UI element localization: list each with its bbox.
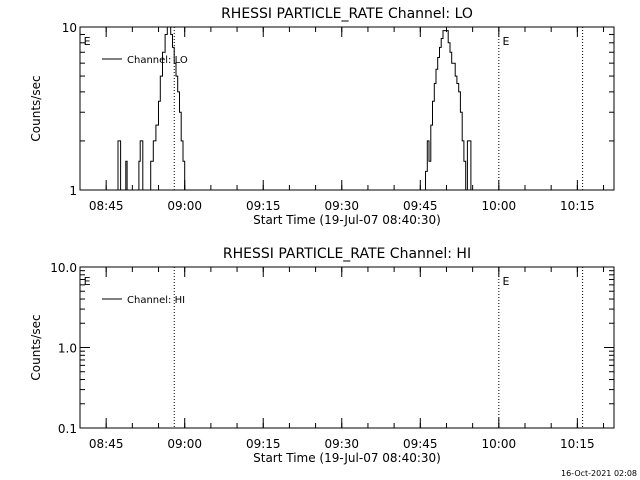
x-tick-label: 09:45 [403, 437, 438, 451]
x-tick-label: 08:45 [89, 437, 124, 451]
y-axis-label: Counts/sec [29, 314, 43, 380]
panel-1: RHESSI PARTICLE_RATE Channel: LO 1 10 08:45… [29, 6, 615, 227]
eclipse-flag: E [84, 275, 91, 288]
y-tick-label: 1.0 [58, 342, 77, 356]
legend-label: Channel: LO [127, 55, 188, 66]
x-axis-label: Start Time (19-Jul-07 08:40:30) [253, 451, 441, 465]
legend-label: Channel: HI [127, 295, 185, 306]
x-tick-label: 09:15 [246, 199, 281, 213]
plot-frame [79, 266, 615, 429]
eclipse-flag: E [502, 275, 509, 288]
x-tick-label: 10:15 [560, 199, 595, 213]
y-tick-label: 10 [62, 21, 77, 35]
eclipse-flag: E [84, 35, 91, 48]
y-tick-label: 10.0 [50, 261, 77, 275]
plot-frame [79, 26, 615, 191]
x-tick-label: 08:45 [89, 199, 124, 213]
y-tick-label: 1 [69, 184, 77, 198]
x-tick-label: 09:30 [324, 437, 359, 451]
x-tick-label: 09:00 [167, 437, 202, 451]
panel-2: RHESSI PARTICLE_RATE Channel: HI 0.1 1.0 10… [29, 246, 615, 465]
eclipse-flag: E [502, 35, 509, 48]
x-tick-label: 09:00 [167, 199, 202, 213]
series-line [111, 26, 489, 191]
plot-timestamp: 16-Oct-2021 02:08 [561, 469, 637, 478]
y-axis-label: Counts/sec [29, 75, 43, 141]
y-tick-label: 0.1 [58, 422, 77, 436]
chart-title: RHESSI PARTICLE_RATE Channel: HI [223, 246, 471, 262]
x-tick-label: 09:45 [403, 199, 438, 213]
x-tick-label: 09:30 [324, 199, 359, 213]
chart-title: RHESSI PARTICLE_RATE Channel: LO [221, 6, 473, 22]
x-axis-label: Start Time (19-Jul-07 08:40:30) [253, 213, 441, 227]
x-tick-label: 10:15 [560, 437, 595, 451]
x-tick-label: 10:00 [482, 437, 517, 451]
x-tick-label: 10:00 [482, 199, 517, 213]
x-tick-label: 09:15 [246, 437, 281, 451]
